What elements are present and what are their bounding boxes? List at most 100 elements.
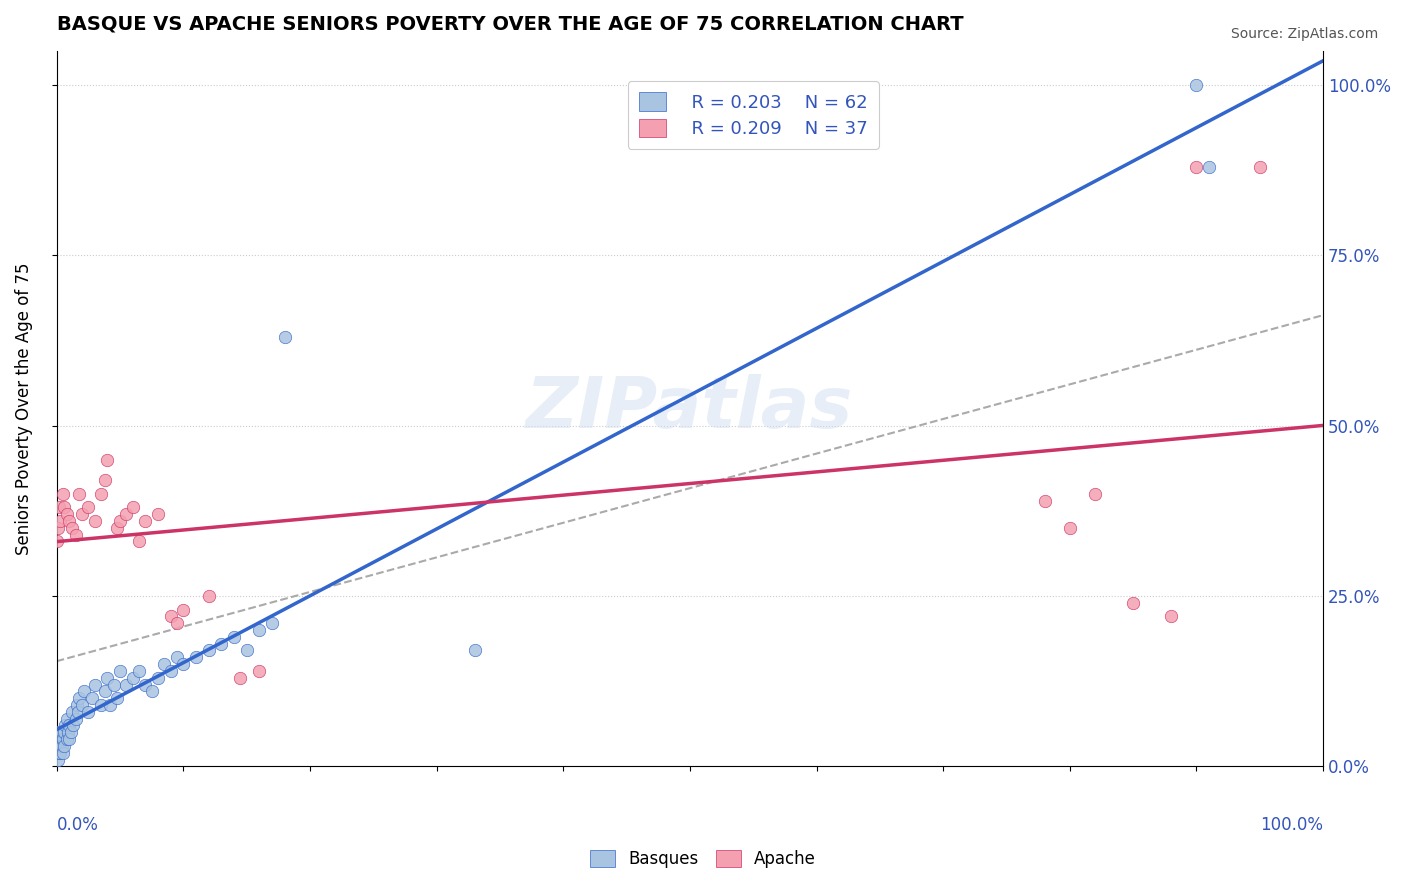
Point <box>49 732 72 747</box>
Text: Source: ZipAtlas.com: Source: ZipAtlas.com <box>1230 27 1378 41</box>
Point <box>172 657 194 672</box>
Point <box>159 609 181 624</box>
Legend:   R = 0.203    N = 62,   R = 0.209    N = 37: R = 0.203 N = 62, R = 0.209 N = 37 <box>627 81 879 149</box>
Text: BASQUE VS APACHE SENIORS POVERTY OVER THE AGE OF 75 CORRELATION CHART: BASQUE VS APACHE SENIORS POVERTY OVER TH… <box>56 15 963 34</box>
Point <box>229 671 252 685</box>
Point <box>65 527 87 541</box>
Point <box>1198 160 1220 174</box>
Point <box>51 725 73 739</box>
Point <box>93 684 115 698</box>
Point <box>45 732 67 747</box>
Point <box>197 643 219 657</box>
Point <box>80 691 103 706</box>
Point <box>247 664 270 678</box>
Point <box>73 684 96 698</box>
Point <box>159 664 181 678</box>
Point <box>134 677 156 691</box>
Point <box>48 739 70 753</box>
Point <box>247 623 270 637</box>
Y-axis label: Seniors Poverty Over the Age of 75: Seniors Poverty Over the Age of 75 <box>15 262 32 555</box>
Point <box>51 739 73 753</box>
Legend: Basques, Apache: Basques, Apache <box>583 843 823 875</box>
Point <box>77 705 100 719</box>
Point <box>96 452 118 467</box>
Point <box>90 487 112 501</box>
Point <box>83 514 105 528</box>
Point <box>45 534 67 549</box>
Point <box>46 752 69 766</box>
Point <box>83 677 105 691</box>
Point <box>67 691 90 706</box>
Point <box>197 589 219 603</box>
Point <box>59 725 82 739</box>
Point <box>45 725 67 739</box>
Point <box>55 507 77 521</box>
Point <box>46 746 69 760</box>
Point <box>166 616 188 631</box>
Point <box>260 616 283 631</box>
Point <box>98 698 121 712</box>
Point <box>67 487 90 501</box>
Point <box>65 712 87 726</box>
Point <box>53 739 76 753</box>
Point <box>103 677 125 691</box>
Point <box>53 500 76 515</box>
Point <box>49 746 72 760</box>
Point <box>58 514 80 528</box>
Point <box>166 650 188 665</box>
Point <box>96 671 118 685</box>
Point <box>1059 521 1081 535</box>
Point <box>121 500 143 515</box>
Text: 0.0%: 0.0% <box>56 816 98 834</box>
Point <box>108 514 131 528</box>
Point <box>222 630 245 644</box>
Point <box>70 698 93 712</box>
Point <box>1122 596 1144 610</box>
Point <box>58 732 80 747</box>
Point <box>235 643 257 657</box>
Point <box>55 712 77 726</box>
Point <box>52 732 75 747</box>
Point <box>128 664 150 678</box>
Point <box>56 725 79 739</box>
Point <box>1185 78 1208 92</box>
Point <box>46 739 69 753</box>
Point <box>62 718 84 732</box>
Point <box>60 521 83 535</box>
Point <box>153 657 176 672</box>
Point <box>46 521 69 535</box>
Point <box>141 684 163 698</box>
Point <box>48 746 70 760</box>
Point <box>107 521 129 535</box>
Point <box>55 718 77 732</box>
Point <box>52 487 75 501</box>
Point <box>77 500 100 515</box>
Point <box>48 500 70 515</box>
Point <box>1249 160 1271 174</box>
Point <box>209 637 232 651</box>
Point <box>115 507 138 521</box>
Point <box>1033 493 1056 508</box>
Point <box>1160 609 1182 624</box>
Point <box>55 732 77 747</box>
Point <box>49 739 72 753</box>
Text: ZIPatlas: ZIPatlas <box>526 374 853 443</box>
Point <box>70 507 93 521</box>
Point <box>49 514 72 528</box>
Point <box>146 507 169 521</box>
Point <box>146 671 169 685</box>
Point <box>60 705 83 719</box>
Point <box>107 691 129 706</box>
Point <box>53 725 76 739</box>
Point <box>172 602 194 616</box>
Point <box>464 643 486 657</box>
Point <box>66 698 89 712</box>
Point <box>273 330 295 344</box>
Point <box>90 698 112 712</box>
Point <box>93 473 115 487</box>
Point <box>121 671 143 685</box>
Point <box>128 534 150 549</box>
Point <box>1084 487 1107 501</box>
Point <box>184 650 207 665</box>
Point <box>108 664 131 678</box>
